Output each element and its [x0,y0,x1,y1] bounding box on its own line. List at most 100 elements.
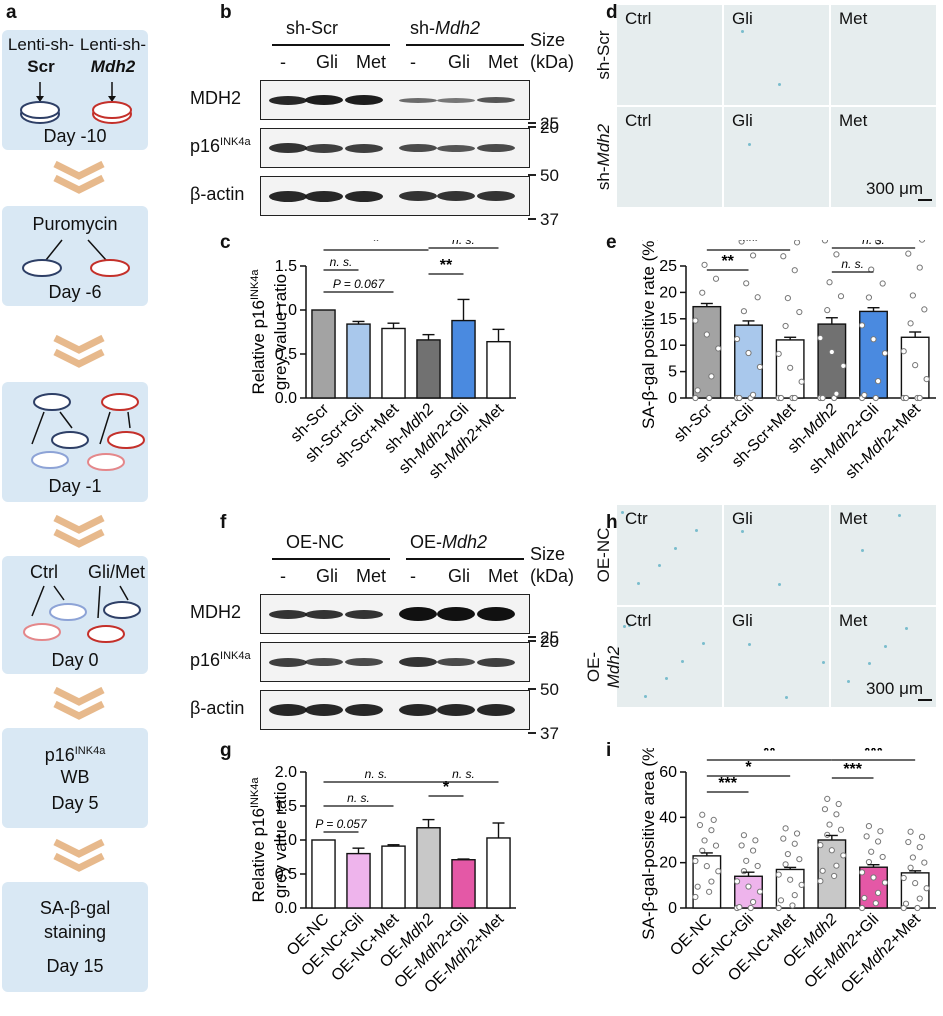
data-point [712,275,720,282]
marker-tick [528,732,536,734]
p16-wb-label: p16INK4a [2,740,148,766]
data-point [923,885,930,892]
y-tick-label: 60 [659,764,677,781]
data-point [736,903,743,911]
significance-label: P = 0.067 [333,277,386,291]
dish-pair-icon [22,239,130,277]
micrograph-tile [617,505,722,605]
data-point [835,800,842,808]
data-point [863,833,870,840]
stain-dot [905,627,908,630]
micrograph-tile [831,5,936,105]
data-point [858,322,866,329]
data-point [798,378,805,385]
lane-label: Gli [316,566,338,586]
data-point [696,821,704,829]
stain-dot [674,547,677,550]
bar [451,859,476,909]
blot-band [305,609,343,619]
tile-label: Met [839,509,868,528]
group-label: sh-Scr [286,18,339,38]
tile-label: Met [839,611,868,630]
data-point [881,350,889,357]
blot-band [477,657,515,667]
step-puromycin: Puromycin Day -6 [2,206,148,306]
significance-label: n. s. [347,791,370,805]
significance-label: n. s. [452,240,475,247]
data-point [905,250,912,257]
marker-tick [528,126,536,128]
data-point [777,394,785,402]
data-point [874,240,882,245]
blot-band [305,190,343,202]
data-point [833,811,840,818]
panel-label-c: c [220,232,231,253]
blot-band [477,97,515,103]
data-point [740,308,748,315]
y-tick-label: 0.0 [275,390,297,407]
micrograph-tile [617,5,722,105]
y-tick-label: 0 [668,900,677,917]
y-tick-label: 0.5 [275,866,297,883]
step-split: Day -1 [2,382,148,502]
lane-label: Met [488,566,519,586]
data-point [738,842,745,849]
data-point [692,893,699,901]
lane-label: Gli [316,52,338,72]
data-point [817,842,824,849]
significance-label: ** [763,748,776,760]
data-point [912,362,919,369]
data-point [902,394,910,402]
data-point [798,881,805,888]
y-tick-label: 0.5 [275,346,297,363]
row-label: OE-NC [594,527,613,583]
bar [734,324,763,399]
marker-label: 20 [540,632,559,651]
blot-band [269,704,307,716]
significance-label: * [745,759,752,776]
blot-band [477,607,515,621]
row-label: sh-Scr [594,30,613,80]
significance-label: ** [440,257,453,274]
marker-tick [528,688,536,690]
tile-label: Met [839,9,868,28]
data-point [749,898,757,906]
lane-label: - [410,52,416,72]
size-label: Size [530,30,566,50]
blot-band [399,97,437,103]
tile-label: Gli [732,509,753,528]
data-point [754,294,761,301]
stain-dot [778,583,781,586]
wb-label: WB [60,767,90,787]
tile-label: Gli [732,611,753,630]
stain-dot [778,83,781,86]
bar [346,323,371,399]
data-point [821,240,829,244]
marker-label: 50 [540,166,559,185]
lane-label: - [280,52,286,72]
puromycin-label: Puromycin [32,214,118,234]
data-point [824,307,831,314]
data-point [900,874,907,882]
chevron-down-icon [53,514,105,548]
group-line [406,44,524,46]
data-point [782,825,789,832]
lenti-mdh2-text: Lenti-sh- [79,35,147,54]
day-m10: Day -10 [43,126,107,146]
data-point [749,391,757,398]
data-point [870,336,877,343]
data-point [819,867,826,874]
data-point [692,857,699,865]
blot-band [269,190,307,202]
blot-strip [260,128,530,168]
dish-split-icon [31,393,145,471]
lane-label: Gli [448,52,470,72]
data-point [902,900,910,907]
panel-label-h: h [606,512,618,533]
blot-band [269,657,307,667]
y-tick-label: 25 [659,258,677,275]
blot-strip [260,594,530,634]
blot-band [269,95,307,105]
data-point [710,816,717,824]
